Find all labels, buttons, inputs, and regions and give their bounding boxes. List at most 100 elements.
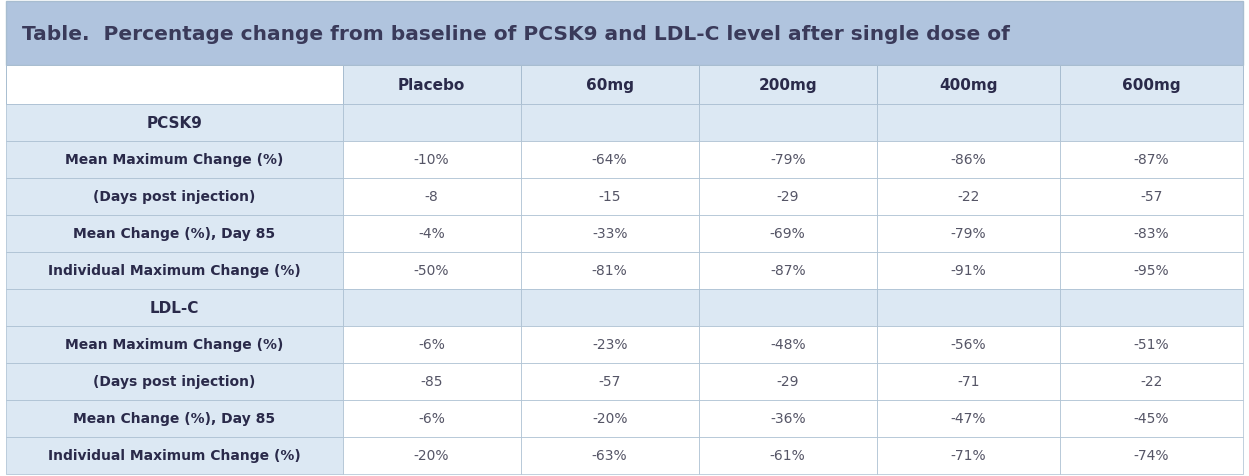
Bar <box>521 66 698 105</box>
Text: Mean Change (%), Day 85: Mean Change (%), Day 85 <box>74 227 276 241</box>
Text: -91%: -91% <box>950 264 987 278</box>
Text: (Days post injection): (Days post injection) <box>94 190 256 204</box>
Bar <box>342 363 521 400</box>
Bar <box>521 141 698 178</box>
Bar <box>698 252 877 289</box>
Bar <box>521 215 698 252</box>
Text: Individual Maximum Change (%): Individual Maximum Change (%) <box>47 448 301 462</box>
Text: -22: -22 <box>1140 375 1163 388</box>
Text: -79%: -79% <box>769 153 806 167</box>
Text: (Days post injection): (Days post injection) <box>94 375 256 388</box>
Text: -33%: -33% <box>592 227 627 241</box>
Bar <box>6 2 1243 66</box>
Text: -10%: -10% <box>413 153 450 167</box>
Text: Placebo: Placebo <box>398 78 465 93</box>
Bar <box>877 289 1059 326</box>
Bar <box>1059 252 1243 289</box>
Bar <box>342 105 521 141</box>
Bar <box>698 66 877 105</box>
Text: -57: -57 <box>1140 190 1163 204</box>
Bar <box>6 326 342 363</box>
Bar <box>342 252 521 289</box>
Bar <box>342 178 521 215</box>
Text: -29: -29 <box>777 190 799 204</box>
Text: 60mg: 60mg <box>586 78 633 93</box>
Text: -64%: -64% <box>592 153 627 167</box>
Text: -48%: -48% <box>769 337 806 351</box>
Bar <box>6 178 342 215</box>
Text: 400mg: 400mg <box>939 78 998 93</box>
Bar <box>698 178 877 215</box>
Bar <box>342 326 521 363</box>
Bar <box>877 363 1059 400</box>
Bar <box>1059 215 1243 252</box>
Text: -51%: -51% <box>1133 337 1169 351</box>
Bar <box>521 105 698 141</box>
Text: -85: -85 <box>421 375 443 388</box>
Bar <box>342 66 521 105</box>
Bar <box>1059 66 1243 105</box>
Bar <box>1059 436 1243 474</box>
Text: -22: -22 <box>957 190 979 204</box>
Text: -79%: -79% <box>950 227 985 241</box>
Text: -23%: -23% <box>592 337 627 351</box>
Text: Table.  Percentage change from baseline of PCSK9 and LDL-C level after single do: Table. Percentage change from baseline o… <box>22 25 1010 44</box>
Text: -61%: -61% <box>769 448 806 462</box>
Bar <box>521 326 698 363</box>
Text: -47%: -47% <box>950 411 985 425</box>
Bar <box>6 289 342 326</box>
Text: Mean Maximum Change (%): Mean Maximum Change (%) <box>65 337 284 351</box>
Bar <box>698 436 877 474</box>
Bar <box>877 326 1059 363</box>
Text: -56%: -56% <box>950 337 985 351</box>
Bar <box>521 436 698 474</box>
Text: -50%: -50% <box>413 264 450 278</box>
Bar <box>698 215 877 252</box>
Bar <box>877 105 1059 141</box>
Bar <box>521 289 698 326</box>
Bar <box>877 400 1059 436</box>
Text: -8: -8 <box>425 190 438 204</box>
Bar <box>6 436 342 474</box>
Text: -4%: -4% <box>418 227 445 241</box>
Text: -15: -15 <box>598 190 621 204</box>
Text: -74%: -74% <box>1134 448 1169 462</box>
Bar <box>6 66 342 105</box>
Text: -95%: -95% <box>1133 264 1169 278</box>
Text: Mean Maximum Change (%): Mean Maximum Change (%) <box>65 153 284 167</box>
Bar <box>6 141 342 178</box>
Bar <box>521 178 698 215</box>
Bar <box>877 178 1059 215</box>
Text: 600mg: 600mg <box>1122 78 1180 93</box>
Text: Individual Maximum Change (%): Individual Maximum Change (%) <box>47 264 301 278</box>
Text: -87%: -87% <box>769 264 806 278</box>
Text: -63%: -63% <box>592 448 627 462</box>
Text: Mean Change (%), Day 85: Mean Change (%), Day 85 <box>74 411 276 425</box>
Bar <box>1059 400 1243 436</box>
Bar <box>342 400 521 436</box>
Bar <box>342 141 521 178</box>
Bar <box>877 215 1059 252</box>
Text: -71%: -71% <box>950 448 985 462</box>
Bar <box>698 326 877 363</box>
Bar <box>1059 326 1243 363</box>
Bar <box>1059 289 1243 326</box>
Bar <box>698 363 877 400</box>
Text: -6%: -6% <box>418 411 445 425</box>
Bar <box>6 400 342 436</box>
Text: PCSK9: PCSK9 <box>146 116 202 130</box>
Bar <box>698 141 877 178</box>
Bar <box>342 215 521 252</box>
Text: -69%: -69% <box>769 227 806 241</box>
Bar <box>877 141 1059 178</box>
Text: -71: -71 <box>957 375 979 388</box>
Bar <box>521 400 698 436</box>
Text: -20%: -20% <box>592 411 627 425</box>
Bar <box>6 363 342 400</box>
Bar <box>6 215 342 252</box>
Text: -87%: -87% <box>1133 153 1169 167</box>
Text: -6%: -6% <box>418 337 445 351</box>
Text: -36%: -36% <box>769 411 806 425</box>
Bar <box>698 105 877 141</box>
Bar <box>698 400 877 436</box>
